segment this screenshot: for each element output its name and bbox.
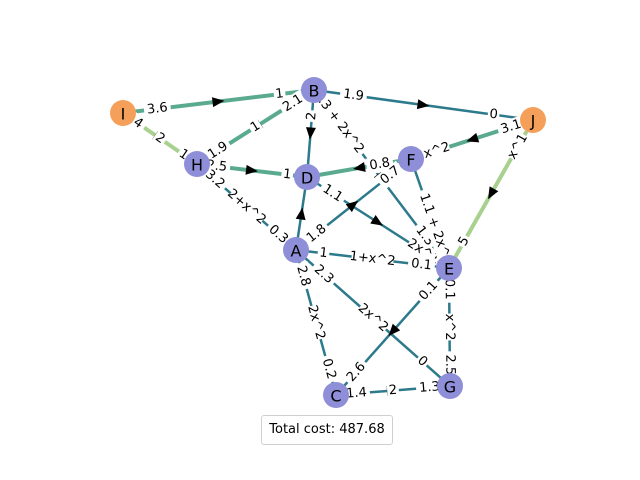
node-D — [294, 164, 320, 190]
arrow-H-D — [245, 164, 258, 175]
node-G — [437, 373, 463, 399]
node-I — [110, 100, 136, 126]
arrow-I-B — [211, 97, 225, 108]
node-label: C — [330, 387, 341, 406]
node-B — [301, 77, 327, 103]
node-C — [323, 382, 349, 408]
edge-label: 2 — [388, 383, 397, 399]
edge-label: 1 — [282, 167, 292, 183]
edge-label: 2x^2 — [355, 301, 391, 336]
edge-label: x^2 — [442, 314, 457, 341]
edge-label: 0.2 — [319, 357, 339, 381]
node-label: H — [191, 156, 203, 175]
arrow-A-F — [345, 200, 359, 213]
edge-label: 1+x^2 — [349, 249, 396, 269]
node-label: D — [301, 169, 313, 188]
edge-label: 1.4 — [346, 385, 368, 402]
node-label: I — [121, 105, 126, 124]
total-cost-text: Total cost: 487.68 — [269, 422, 385, 437]
arrow-F-D — [353, 162, 366, 172]
arrow-J-F — [466, 132, 480, 143]
arrow-J-E — [488, 186, 499, 200]
node-H — [184, 151, 210, 177]
arrow-E-C — [388, 323, 401, 336]
node-label: B — [309, 82, 320, 101]
arrow-D-E — [370, 215, 384, 226]
edge-label: 3.6 — [146, 100, 168, 117]
node-J — [520, 107, 546, 133]
node-F — [398, 146, 424, 172]
edge-label: 2x^2 — [304, 304, 328, 342]
node-A — [283, 237, 309, 263]
edge-label: 2.8 — [293, 264, 313, 288]
edge-label: 2 — [304, 111, 320, 120]
edge-label: 2.5 — [442, 354, 457, 375]
edge-label: 2+x^2 — [224, 186, 269, 228]
total-cost-box: Total cost: 487.68 — [261, 415, 393, 445]
edge-label: 0 — [488, 107, 498, 123]
arrow-A-D — [295, 207, 306, 221]
node-label: F — [406, 151, 415, 170]
node-label: E — [444, 260, 454, 279]
edge-label: 0.1 — [442, 279, 457, 300]
arrow-B-D — [305, 127, 316, 140]
edge-label: 1 — [319, 245, 329, 261]
node-label: A — [291, 242, 302, 261]
edge-label: 1.3 — [419, 379, 441, 396]
edge-label: 0.1 — [410, 256, 432, 273]
edge-label: 1 — [275, 86, 285, 102]
node-label: G — [444, 378, 456, 397]
edge-label: 1.9 — [342, 87, 365, 105]
node-label: J — [530, 112, 536, 131]
arrow-B-J — [416, 99, 430, 110]
node-E — [436, 255, 462, 281]
